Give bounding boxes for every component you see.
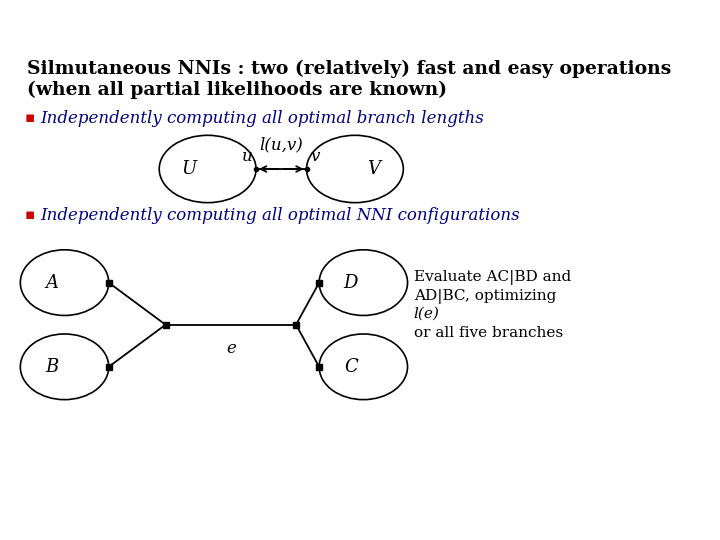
Text: D: D	[343, 274, 358, 292]
Text: v: v	[310, 148, 320, 165]
Text: ▪: ▪	[25, 110, 35, 125]
Text: Silmutaneous NNIs : two (relatively) fast and easy operations: Silmutaneous NNIs : two (relatively) fas…	[27, 59, 671, 78]
Text: l(e): l(e)	[414, 307, 440, 321]
Text: U: U	[181, 160, 197, 178]
Text: u: u	[242, 148, 253, 165]
Text: C: C	[344, 358, 358, 376]
Text: AD|BC, optimizing: AD|BC, optimizing	[414, 288, 557, 303]
Text: Independently computing all optimal branch lengths: Independently computing all optimal bran…	[40, 110, 484, 127]
Text: or all five branches: or all five branches	[414, 326, 563, 340]
Text: e: e	[226, 340, 235, 357]
Text: ▪: ▪	[25, 207, 35, 222]
Text: V: V	[367, 160, 380, 178]
Text: Independently computing all optimal NNI configurations: Independently computing all optimal NNI …	[40, 207, 520, 224]
Text: B: B	[45, 358, 58, 376]
Text: (when all partial likelihoods are known): (when all partial likelihoods are known)	[27, 80, 446, 99]
Text: Evaluate AC|BD and: Evaluate AC|BD and	[414, 270, 571, 285]
Text: A: A	[45, 274, 58, 292]
Text: l(u,v): l(u,v)	[259, 137, 303, 154]
